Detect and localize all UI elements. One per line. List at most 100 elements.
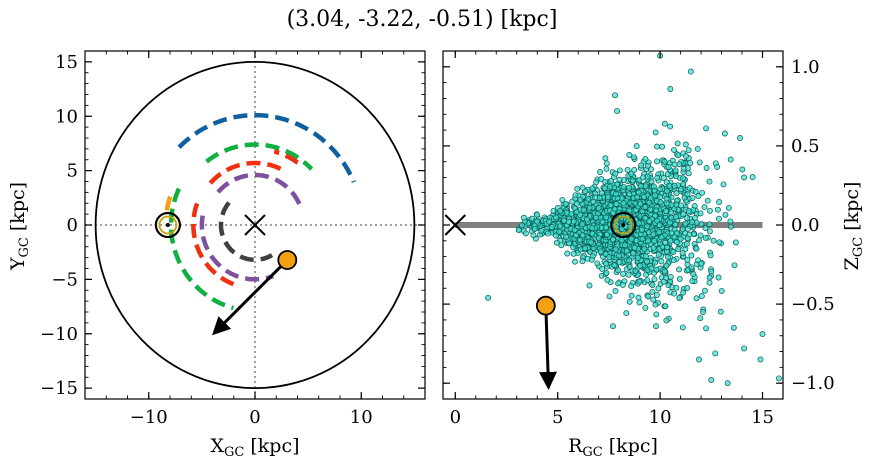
- sample-star-point: [642, 156, 649, 163]
- sample-star-point: [657, 194, 664, 200]
- sample-star-point: [546, 218, 553, 225]
- sample-star-point: [651, 276, 658, 283]
- sample-star-point: [701, 287, 708, 294]
- sample-star-point: [684, 215, 691, 222]
- sample-star-point: [718, 287, 725, 294]
- sample-star-point: [704, 197, 711, 204]
- sample-star-point: [639, 235, 646, 242]
- sun-marker-dot-rz: [621, 223, 626, 227]
- sample-star-point: [628, 283, 635, 290]
- sample-star-point: [573, 200, 580, 207]
- sample-star-point: [667, 123, 674, 130]
- sample-star-point: [693, 245, 700, 252]
- galactic-center-marker: [244, 214, 266, 236]
- sample-star-point: [680, 165, 687, 172]
- sample-star-point: [616, 167, 623, 174]
- sample-star-point: [607, 202, 614, 209]
- sample-star-point: [550, 208, 557, 214]
- sample-star-point: [563, 209, 570, 216]
- sample-star-point: [642, 215, 649, 222]
- sample-star-point: [698, 293, 705, 300]
- sample-star-point: [685, 147, 692, 154]
- sample-star-point: [609, 209, 616, 216]
- sun-marker-ring-rz: [613, 215, 633, 235]
- sample-star-point: [679, 324, 686, 331]
- sample-star-point: [728, 223, 734, 230]
- sample-star-point: [637, 183, 644, 189]
- sample-star-point: [616, 252, 623, 259]
- figure-title: (3.04, -3.22, -0.51) [kpc]: [287, 7, 558, 32]
- spiral-arm-1: [177, 112, 356, 183]
- sample-star-point: [515, 227, 522, 234]
- sample-star-point: [682, 230, 689, 237]
- spiral-arm-2: [205, 142, 314, 171]
- left-xlabel: XGC [kpc]: [210, 435, 299, 460]
- velocity-arrow-xy: [212, 258, 289, 336]
- sample-star-point: [603, 160, 610, 167]
- sample-star-point: [612, 288, 619, 294]
- right-panel-rz: 0 5 10 15 −1.0 −0.5 0.0 0.5 1.0 RGC [kpc] ZGC [k…: [442, 50, 866, 460]
- sample-star-point: [557, 223, 564, 230]
- sample-star-point: [670, 257, 677, 264]
- sample-star-point: [644, 223, 651, 230]
- sample-star-point: [557, 207, 564, 214]
- sample-star-point: [741, 345, 748, 352]
- sample-star-point: [588, 256, 595, 263]
- sample-star-point: [644, 277, 651, 284]
- sample-star-point: [613, 201, 620, 207]
- sample-star-point: [720, 181, 727, 188]
- sample-star-point: [531, 225, 538, 232]
- sample-star-point: [671, 290, 678, 297]
- sample-star-point: [654, 158, 660, 165]
- sample-star-point: [580, 206, 587, 213]
- sample-star-point: [690, 231, 697, 238]
- sample-star-point: [626, 257, 633, 264]
- sample-star-point: [648, 265, 655, 272]
- sample-star-point: [589, 225, 596, 232]
- sample-star-point: [652, 192, 658, 199]
- sample-star-point: [671, 161, 678, 168]
- x-tick-label: 0: [249, 407, 260, 428]
- x-tick-label: 10: [350, 407, 373, 428]
- sample-star-point: [548, 224, 555, 231]
- sample-star-point: [623, 310, 630, 317]
- sample-star-point: [560, 217, 567, 224]
- sample-star-point: [644, 162, 651, 169]
- sample-star-point: [679, 250, 686, 257]
- sample-star-point: [727, 218, 734, 225]
- sample-star-point: [685, 226, 691, 232]
- sun-marker-outer-rz: [610, 211, 637, 239]
- y-tick-label: 1.0: [791, 57, 820, 78]
- left-ylabel: YGC [kpc]: [7, 182, 32, 271]
- sample-star-point: [654, 174, 661, 181]
- sample-star-point: [696, 356, 702, 363]
- sample-star-point: [706, 274, 713, 281]
- sample-star-point: [552, 214, 559, 221]
- sample-star-point: [680, 175, 687, 182]
- sample-star-point: [538, 227, 545, 234]
- spiral-arm-5: [206, 160, 282, 187]
- sample-star-point: [594, 260, 601, 267]
- sample-star-point: [685, 170, 692, 177]
- sample-star-point: [628, 171, 635, 177]
- sample-star-point: [677, 186, 684, 193]
- sample-star-point: [652, 212, 659, 219]
- sample-star-point: [706, 221, 713, 228]
- sample-star-point: [630, 250, 637, 257]
- star-marker-rz: [535, 295, 556, 316]
- sample-star-point: [684, 256, 691, 263]
- sample-star-point: [661, 158, 668, 165]
- sample-star-point: [699, 189, 706, 196]
- sample-star-point: [668, 202, 675, 208]
- sample-star-point: [707, 252, 714, 259]
- sample-star-point: [589, 230, 596, 237]
- sample-star-point: [647, 206, 654, 213]
- sample-star-point: [682, 220, 689, 227]
- sample-star-point: [599, 218, 606, 225]
- sample-star-point: [671, 146, 677, 153]
- sample-star-point: [595, 205, 602, 212]
- galaxy-boundary-circle: [94, 60, 416, 390]
- sample-star-point: [757, 356, 764, 363]
- sample-star-point: [566, 240, 573, 247]
- sample-star-point: [689, 219, 695, 226]
